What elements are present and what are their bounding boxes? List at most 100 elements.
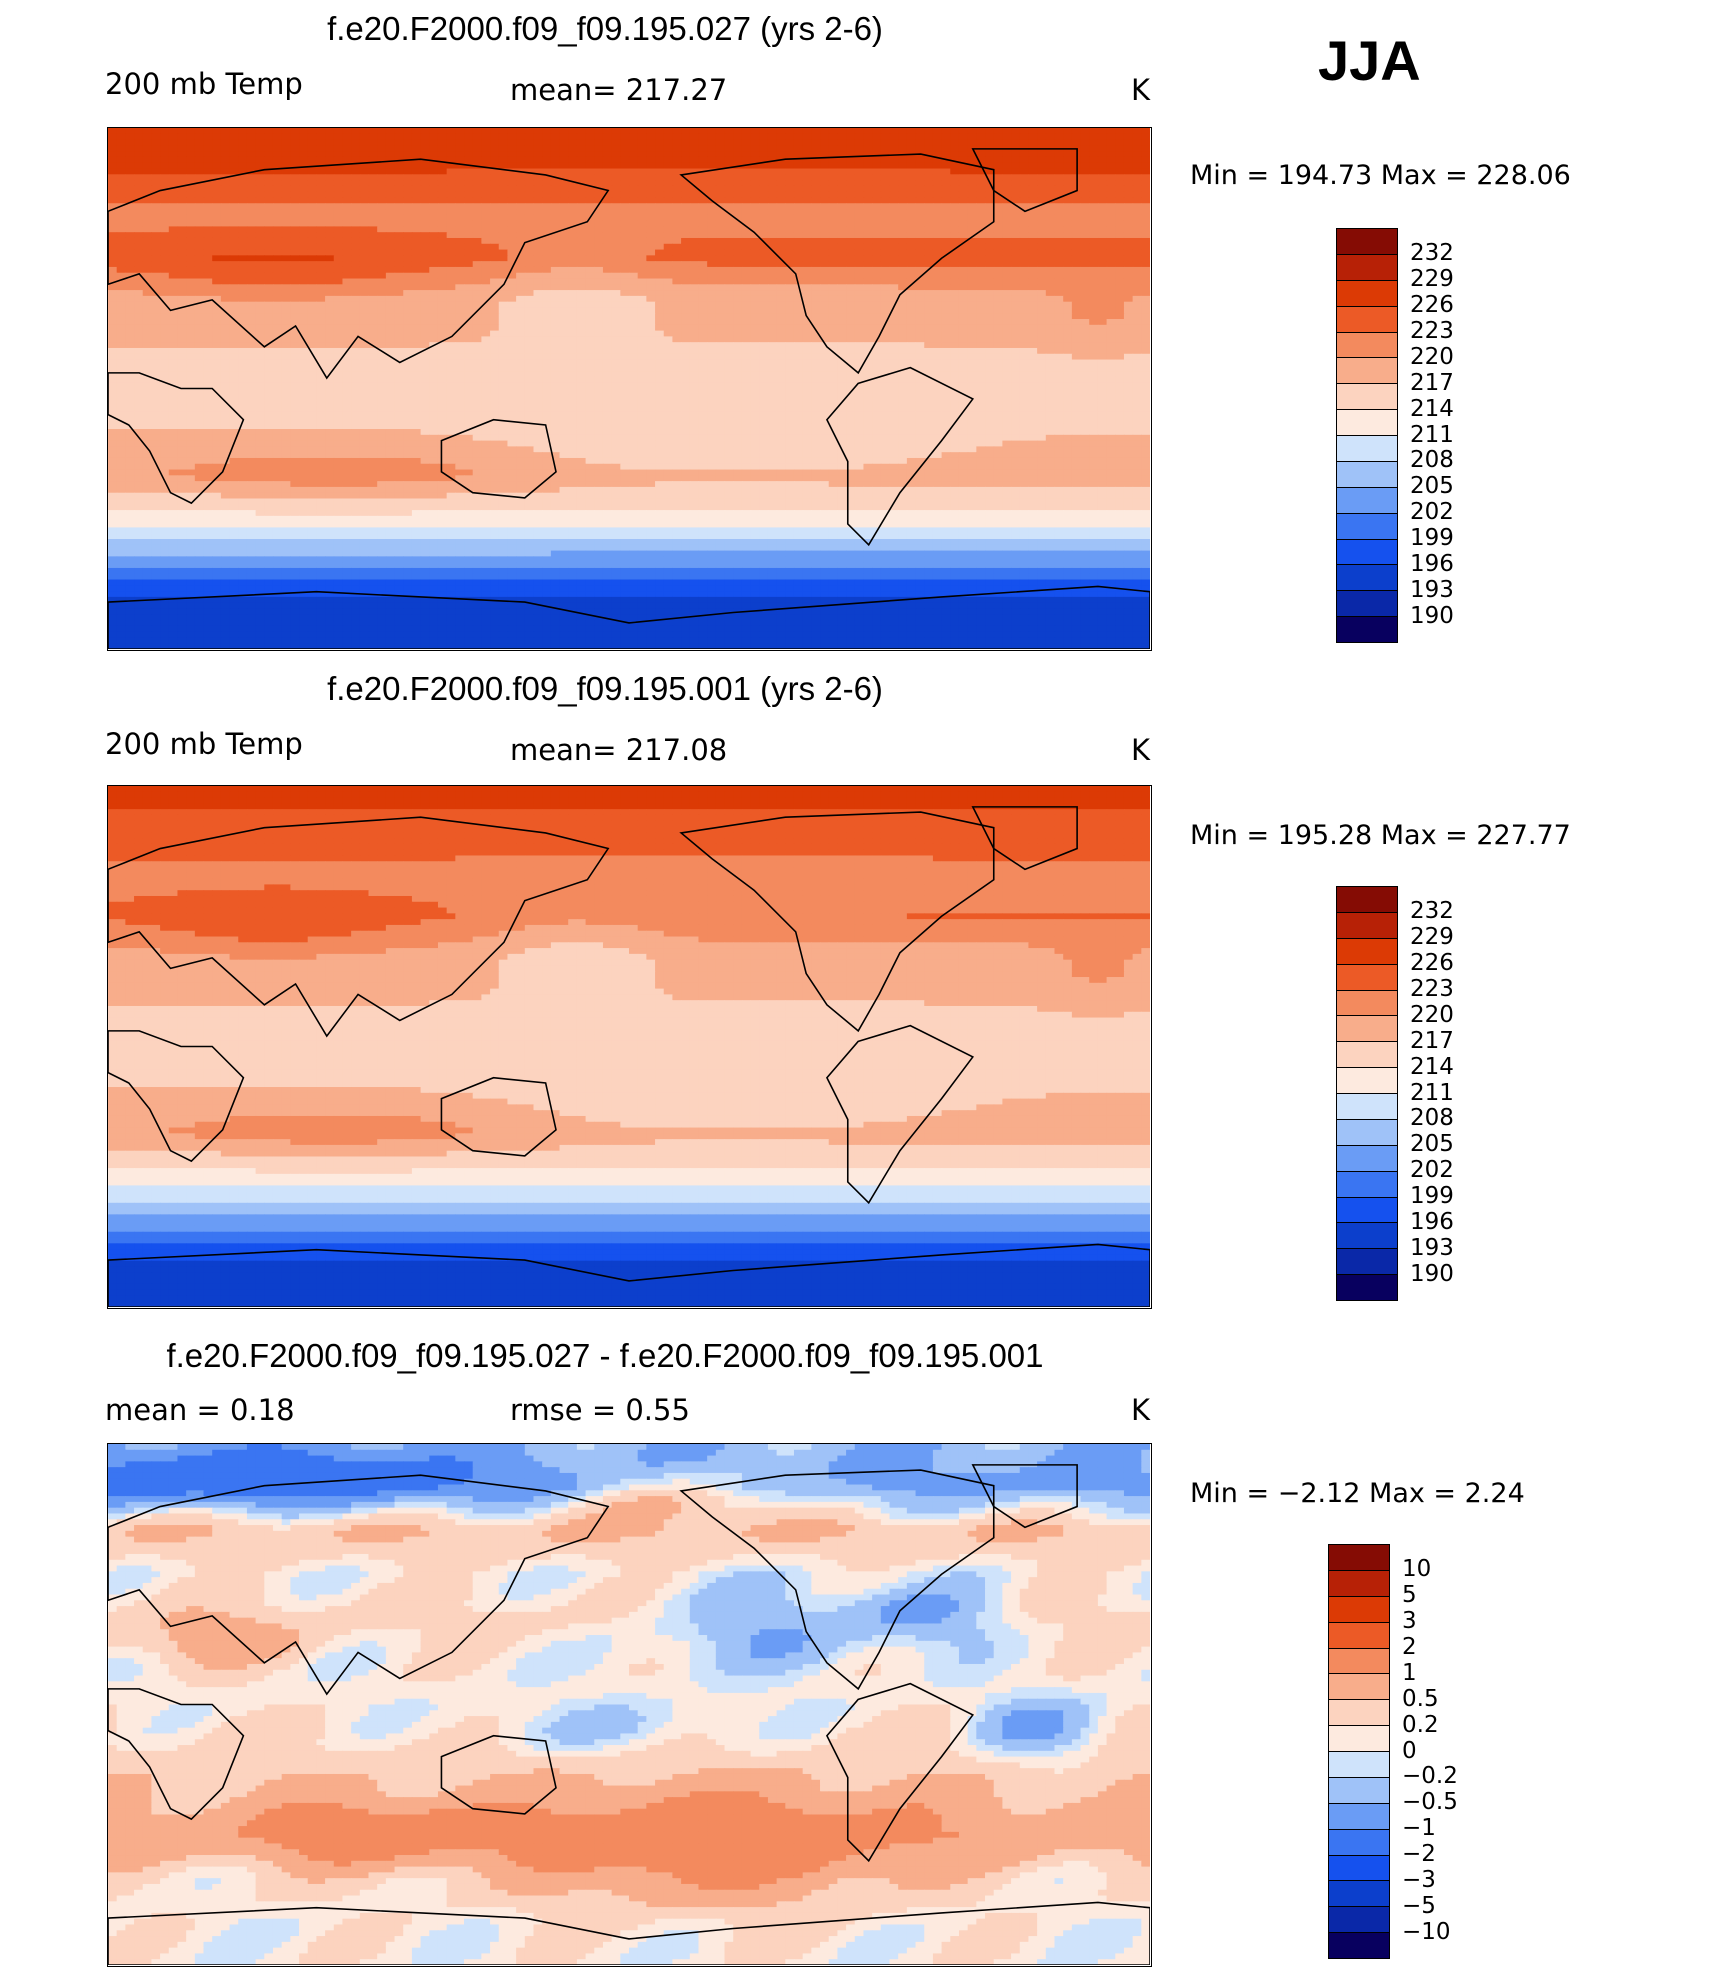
colorbar-label: 202 <box>1410 499 1454 525</box>
colorbar-label: 211 <box>1410 1080 1454 1106</box>
colorbar-swatch <box>1337 591 1397 618</box>
colorbar-label: 0.5 <box>1402 1686 1439 1712</box>
coastline-6 <box>108 1243 1150 1307</box>
colorbar-label: 1 <box>1402 1660 1417 1686</box>
panel3-map <box>107 1443 1152 1967</box>
colorbar-label: 10 <box>1402 1556 1431 1582</box>
colorbar-swatch <box>1337 1145 1397 1172</box>
colorbar-label: 205 <box>1410 473 1454 499</box>
colorbar-swatch <box>1337 1042 1397 1069</box>
colorbar-swatch <box>1337 436 1397 462</box>
colorbar-label: 205 <box>1410 1131 1454 1157</box>
panel3-minmax: Min = −2.12 Max = 2.24 <box>1190 1478 1525 1509</box>
colorbar-label: 226 <box>1410 292 1454 318</box>
colorbar-label: 217 <box>1410 1028 1454 1054</box>
panel2-units-label: K <box>1131 733 1150 767</box>
colorbar-label: 229 <box>1410 266 1454 292</box>
coastline-4 <box>825 1024 975 1205</box>
coastline-4 <box>825 366 975 547</box>
colorbar-swatch <box>1329 1803 1389 1830</box>
coastline-0 <box>108 1688 245 1821</box>
panel3-rmse-label: rmse = 0.55 <box>510 1393 690 1427</box>
panel1-title: f.e20.F2000.f09_f09.195.027 (yrs 2-6) <box>30 10 1180 48</box>
colorbar-label: 208 <box>1410 1105 1454 1131</box>
colorbar-swatch <box>1329 1752 1389 1778</box>
colorbar-label: 208 <box>1410 447 1454 473</box>
coastline-2 <box>440 418 557 499</box>
colorbar-swatch <box>1337 938 1397 965</box>
colorbar-swatches <box>1336 886 1398 1301</box>
map-field <box>108 128 1150 649</box>
colorbar-swatches <box>1336 228 1398 643</box>
panel2-minmax: Min = 195.28 Max = 227.77 <box>1190 820 1571 851</box>
colorbar-swatch <box>1337 254 1397 281</box>
panel2-variable-label: 200 mb Temp <box>105 727 303 761</box>
colorbar-swatch <box>1337 332 1397 359</box>
colorbar-swatch <box>1337 280 1397 307</box>
colorbar-swatch <box>1337 912 1397 939</box>
colorbar-label: 3 <box>1402 1608 1417 1634</box>
colorbar-swatch <box>1337 1016 1397 1043</box>
colorbar-swatch <box>1329 1596 1389 1623</box>
coastline-6 <box>108 1901 1150 1965</box>
colorbar-swatch <box>1329 1933 1389 1958</box>
colorbar-label: 196 <box>1410 551 1454 577</box>
colorbar-label: 229 <box>1410 924 1454 950</box>
panel3-title: f.e20.F2000.f09_f09.195.027 - f.e20.F200… <box>30 1337 1180 1375</box>
panel1-variable-label: 200 mb Temp <box>105 67 303 101</box>
panel1-mean-label: mean= 217.27 <box>510 73 727 107</box>
colorbar-label: 202 <box>1410 1157 1454 1183</box>
colorbar-swatch <box>1337 410 1397 436</box>
colorbar-swatch <box>1329 1726 1389 1752</box>
colorbar-swatch <box>1337 1171 1397 1198</box>
colorbar-swatch <box>1329 1622 1389 1649</box>
colorbar-swatch <box>1337 887 1397 913</box>
colorbar-swatch <box>1329 1855 1389 1882</box>
coastline-4 <box>825 1682 975 1863</box>
coastline-0 <box>108 1030 245 1163</box>
colorbar-label: 211 <box>1410 422 1454 448</box>
coastline-5 <box>971 1464 1078 1529</box>
colorbar-swatch <box>1337 1119 1397 1146</box>
coastline-3 <box>679 811 995 1033</box>
coastline-1 <box>108 816 610 1038</box>
colorbar-swatch <box>1337 461 1397 488</box>
colorbar-label: 223 <box>1410 976 1454 1002</box>
colorbar-label: 190 <box>1410 603 1454 629</box>
colorbar-label: −0.5 <box>1402 1789 1458 1815</box>
colorbar-swatch <box>1329 1829 1389 1856</box>
panel1-map <box>107 127 1152 651</box>
colorbar-swatch <box>1337 1094 1397 1120</box>
coastline-3 <box>679 1469 995 1691</box>
coastline-3 <box>679 153 995 375</box>
colorbar-label: −3 <box>1402 1867 1436 1893</box>
colorbar-swatch <box>1329 1674 1389 1701</box>
panel1-units-label: K <box>1131 73 1150 107</box>
colorbar-swatch <box>1337 1249 1397 1276</box>
colorbar-swatch <box>1337 539 1397 566</box>
colorbar-swatch <box>1337 487 1397 514</box>
panel2-title: f.e20.F2000.f09_f09.195.001 (yrs 2-6) <box>30 670 1180 708</box>
colorbar-label: −1 <box>1402 1815 1436 1841</box>
colorbar-swatches <box>1328 1544 1390 1959</box>
coastline-5 <box>971 148 1078 213</box>
coastline-1 <box>108 1474 610 1696</box>
colorbar-swatch <box>1337 358 1397 385</box>
colorbar-label: 226 <box>1410 950 1454 976</box>
panel3-units-label: K <box>1131 1393 1150 1427</box>
colorbar-label: 193 <box>1410 577 1454 603</box>
colorbar-label: 217 <box>1410 370 1454 396</box>
panel1-colorbar: 232 229 226 223 220 217 214 211 208 205 202 199 196 1… <box>1336 228 1454 643</box>
colorbar-label: 193 <box>1410 1235 1454 1261</box>
colorbar-label: 5 <box>1402 1582 1417 1608</box>
colorbar-swatch <box>1337 565 1397 592</box>
colorbar-swatch <box>1337 964 1397 991</box>
colorbar-label: −10 <box>1402 1919 1451 1945</box>
colorbar-label: 220 <box>1410 344 1454 370</box>
panel2-mean-label: mean= 217.08 <box>510 733 727 767</box>
colorbar-swatch <box>1337 1197 1397 1224</box>
colorbar-swatch <box>1337 384 1397 411</box>
colorbar-swatch <box>1337 1223 1397 1250</box>
colorbar-swatch <box>1329 1570 1389 1597</box>
colorbar-swatch <box>1337 513 1397 540</box>
